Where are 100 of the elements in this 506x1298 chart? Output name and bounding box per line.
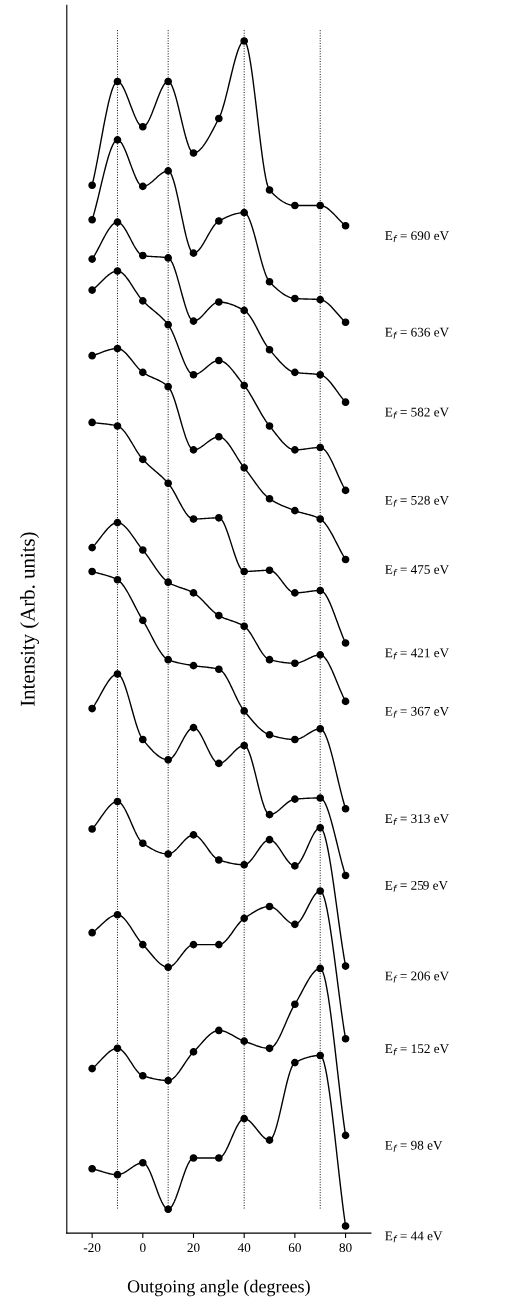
- point: [113, 1170, 122, 1179]
- point: [189, 940, 198, 949]
- point: [189, 446, 198, 454]
- point: [240, 381, 249, 390]
- text: E$_{f}$ = 421 eV: [385, 648, 449, 660]
- point: [189, 1048, 198, 1056]
- point: [138, 735, 147, 744]
- x-tick-label: 80: [339, 1243, 352, 1253]
- x-tick-label: 40: [237, 1243, 251, 1253]
- point: [341, 486, 350, 495]
- text: E$_{f}$ = 206 eV: [385, 971, 449, 983]
- point: [164, 578, 172, 587]
- point: [316, 823, 325, 832]
- point: [113, 267, 122, 275]
- point: [240, 1114, 249, 1123]
- point: [88, 418, 96, 427]
- point: [215, 217, 223, 225]
- point: [291, 1000, 299, 1009]
- point: [240, 37, 249, 45]
- point: [265, 566, 274, 575]
- point: [138, 1071, 147, 1080]
- point: [189, 589, 198, 597]
- x-tick-label: 20: [187, 1243, 200, 1253]
- point: [164, 850, 172, 858]
- point: [215, 513, 223, 522]
- point: [88, 255, 96, 263]
- point: [291, 1058, 299, 1067]
- point: [164, 167, 172, 175]
- point: [341, 318, 350, 327]
- point: [341, 639, 350, 647]
- text: E$_{f}$ = 528 eV: [385, 495, 449, 507]
- point: [240, 208, 249, 217]
- point: [291, 446, 299, 454]
- point: [113, 797, 122, 806]
- point: [138, 251, 147, 260]
- point: [265, 186, 274, 194]
- text: E$_{f}$ = 690 eV: [385, 231, 449, 243]
- point: [240, 622, 249, 631]
- point: [113, 344, 122, 353]
- point: [88, 1164, 96, 1173]
- point: [316, 295, 325, 304]
- point: [189, 1154, 198, 1162]
- point: [113, 910, 122, 919]
- point: [88, 567, 96, 576]
- point: [138, 122, 147, 131]
- text: E$_{f}$ = 259 eV: [385, 880, 448, 892]
- point: [265, 810, 274, 819]
- point: [215, 1026, 223, 1035]
- point: [240, 567, 249, 576]
- point: [291, 589, 299, 597]
- point: [316, 964, 325, 973]
- point: [189, 149, 198, 157]
- x-axis-title: Outgoing angle (degrees): [127, 1279, 310, 1297]
- point: [316, 201, 325, 210]
- point: [189, 723, 198, 732]
- point: [291, 920, 299, 929]
- point: [215, 1154, 223, 1162]
- point: [189, 661, 198, 670]
- point: [240, 914, 249, 923]
- text: E$_{f}$ = 636 eV: [385, 327, 449, 339]
- point: [240, 741, 249, 750]
- point: [316, 370, 325, 379]
- point: [113, 136, 122, 144]
- point: [316, 725, 325, 733]
- point: [291, 294, 299, 303]
- point: [113, 77, 122, 86]
- point: [291, 659, 299, 668]
- point: [88, 1064, 96, 1073]
- point: [138, 182, 147, 191]
- point: [138, 297, 147, 305]
- point: [138, 940, 147, 949]
- point: [88, 286, 96, 294]
- point: [215, 665, 223, 674]
- point: [138, 616, 147, 625]
- point: [113, 518, 122, 527]
- x-tick-label: 0: [140, 1243, 146, 1253]
- point: [341, 804, 350, 813]
- point: [291, 795, 299, 803]
- point: [88, 181, 96, 190]
- point: [240, 1037, 249, 1045]
- text: E$_{f}$ = 475 eV: [385, 565, 449, 576]
- point: [316, 651, 325, 659]
- point: [341, 1222, 350, 1230]
- point: [265, 422, 274, 430]
- point: [215, 759, 223, 768]
- point: [88, 351, 96, 360]
- point: [316, 794, 325, 802]
- point: [341, 555, 350, 564]
- y-axis-title: Intensity (Arb. units): [20, 532, 40, 707]
- point: [316, 515, 325, 523]
- point: [265, 1044, 274, 1053]
- point: [189, 249, 198, 257]
- point: [265, 655, 274, 664]
- point: [113, 1044, 122, 1053]
- point: [113, 575, 122, 584]
- point: [341, 398, 350, 406]
- point: [291, 368, 299, 377]
- point: [215, 432, 223, 441]
- text: E$_{f}$ = 152 eV: [385, 1044, 449, 1056]
- point: [88, 543, 96, 552]
